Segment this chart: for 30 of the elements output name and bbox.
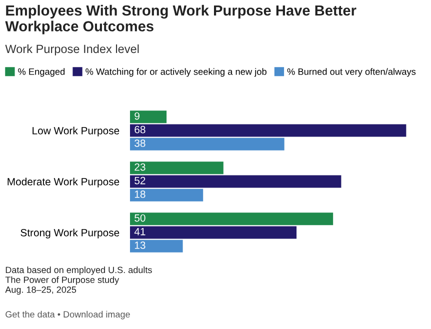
bar [130,240,183,252]
y-tick-label: Strong Work Purpose [20,228,120,238]
data-label: 50 [134,214,146,222]
bar [130,110,167,124]
text: Aug. 18–25, 2025 [5,286,76,295]
bar [130,138,284,150]
data-label: 9 [134,112,140,120]
chart-title: Employees With Strong Work Purpose Have Better Workplace Outcomes [5,4,356,34]
data-label: 52 [134,176,146,184]
bar [130,188,204,202]
data-label: 38 [134,140,146,147]
data-label: 41 [134,228,146,236]
data-label: 13 [134,242,146,249]
bar [130,162,224,174]
y-tick-label: Low Work Purpose [32,126,120,136]
legend-label: % Watching for or actively seeking a new job [86,68,266,77]
data-label: 23 [134,163,146,171]
bar [130,175,342,188]
legend-label: % Burned out very often/always [287,68,416,77]
text: Get the data • Download image [6,310,130,320]
bar [130,124,406,137]
chart-subtitle: Work Purpose Index level [5,44,139,56]
text: The Power of Purpose study [5,276,120,285]
data-label: 68 [134,126,146,134]
bar [130,212,334,226]
text: Data based on employed U.S. adults [6,266,152,275]
legend-label: % Engaged [18,68,65,77]
data-label: 18 [134,190,146,198]
bar [130,226,297,239]
y-tick-label: Moderate Work Purpose [8,178,120,188]
